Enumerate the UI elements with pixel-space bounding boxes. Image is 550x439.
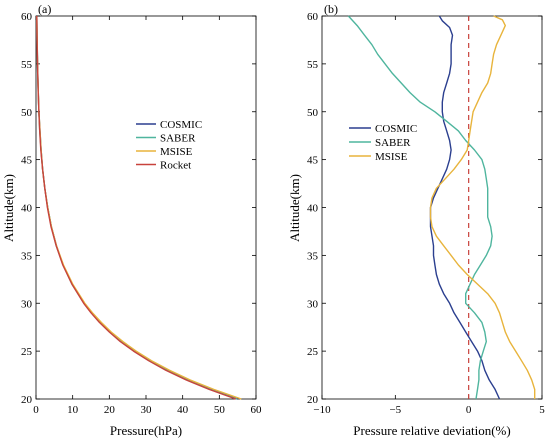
- panel-a-x-tick-label: 30: [141, 404, 153, 416]
- panel-b-legend-label-msise: MSISE: [375, 151, 408, 163]
- panel-b-y-tick-label: 55: [307, 59, 319, 71]
- panel-a-x-axis-label: Pressure(hPa): [110, 423, 182, 438]
- panel-a-legend-label-msise: MSISE: [160, 146, 193, 158]
- panel-b-legend-label-saber: SABER: [375, 137, 411, 149]
- panel-a-label: (a): [38, 2, 51, 16]
- panel-a-legend-label-saber: SABER: [160, 133, 196, 145]
- panel-b-x-tick-label: −5: [389, 404, 401, 416]
- panel-b-relative-deviation: −10 −5 0 5 20 25 30 35 40 45 50 55 60 (b) Pressure r…: [287, 2, 545, 438]
- panel-b-y-tick-label: 35: [307, 250, 319, 262]
- panel-b-y-axis-label: Altitude(km): [287, 174, 302, 242]
- panel-b-y-tick-label: 40: [307, 203, 319, 215]
- panel-a-y-tick-label: 20: [21, 394, 33, 406]
- panel-a-y-tick-label: 25: [21, 346, 33, 358]
- panel-b-series-cosmic: [429, 15, 501, 400]
- panel-a-y-tick-label: 55: [21, 59, 33, 71]
- panel-b-y-tick-label: 25: [307, 346, 319, 358]
- panel-b-y-tick-label: 30: [307, 298, 319, 310]
- panel-a-series-rocket: [36, 15, 237, 400]
- panel-a-y-tick-label: 35: [21, 250, 33, 262]
- panel-a-y-tick-label: 30: [21, 298, 33, 310]
- panel-a-y-tick-label: 50: [21, 107, 33, 119]
- panel-b-y-tick-label: 50: [307, 107, 319, 119]
- panel-b-x-tick-label: −10: [313, 404, 331, 416]
- panel-b-series-msise: [429, 15, 536, 399]
- panel-b-x-axis-label: Pressure relative deviation(%): [353, 423, 510, 438]
- panel-a-x-tick-label: 60: [251, 404, 263, 416]
- panel-a-x-tick-label: 50: [214, 404, 226, 416]
- panel-a-y-tick-label: 40: [21, 203, 33, 215]
- panel-a-x-tick-label: 10: [67, 404, 79, 416]
- panel-b-label: (b): [324, 2, 338, 16]
- panel-b-series-saber: [347, 15, 493, 400]
- panel-b-x-tick-label: 5: [539, 404, 545, 416]
- panel-b-y-tick-label: 45: [307, 155, 319, 167]
- panel-a-legend-label-cosmic: COSMIC: [160, 119, 202, 131]
- panel-a-legend-label-rocket: Rocket: [160, 160, 191, 172]
- panel-b-legend: COSMIC SABER MSISE: [349, 123, 417, 163]
- panel-b-x-tick-label: 0: [466, 404, 472, 416]
- panel-a-y-tick-label: 45: [21, 155, 33, 167]
- panel-a-pressure-profiles: 0 10 20 30 40 50 60 20 25 30 35 40 45 50 55 60 (a) Pres…: [1, 2, 262, 438]
- panel-b-ticks: −10 −5 0 5 20 25 30 35 40 45 50 55 60: [307, 11, 545, 416]
- panel-a-y-tick-label: 60: [21, 11, 33, 23]
- panel-a-x-tick-label: 0: [33, 404, 39, 416]
- panel-a-ticks: 0 10 20 30 40 50 60 20 25 30 35 40 45 50 55 60: [21, 11, 262, 416]
- panel-b-y-tick-label: 60: [307, 11, 319, 23]
- panel-b-y-tick-label: 20: [307, 394, 319, 406]
- panel-b-legend-label-cosmic: COSMIC: [375, 123, 417, 135]
- panel-b-axes-frame: [321, 15, 543, 400]
- panel-b-series-lines: [347, 15, 536, 400]
- panel-a-y-axis-label: Altitude(km): [1, 174, 16, 242]
- panel-a-axes-frame: [35, 15, 257, 400]
- panel-a-x-tick-label: 40: [177, 404, 189, 416]
- panel-a-series-lines: [36, 15, 242, 400]
- panel-a-x-tick-label: 20: [104, 404, 116, 416]
